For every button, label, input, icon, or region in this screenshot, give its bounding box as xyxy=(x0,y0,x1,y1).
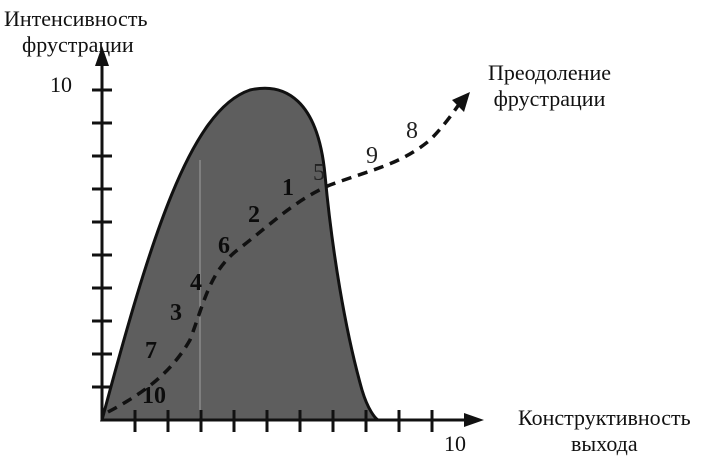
marker-4: 4 xyxy=(190,270,202,296)
x-axis-label: Конструктивность выхода xyxy=(518,405,691,456)
x-axis-ticks xyxy=(133,410,434,432)
x-axis-max-label: 10 xyxy=(444,431,466,456)
y-axis-max-label: 10 xyxy=(50,72,72,97)
marker-2: 2 xyxy=(248,202,260,228)
marker-10: 10 xyxy=(142,383,166,409)
frustration-region xyxy=(100,86,383,422)
marker-8: 8 xyxy=(406,118,418,144)
overcoming-arrowhead xyxy=(452,92,470,112)
marker-6: 6 xyxy=(218,233,230,259)
y-axis-ticks xyxy=(92,88,112,389)
marker-1: 1 xyxy=(282,175,294,201)
arrow-label: Преодоление фрустрации xyxy=(488,60,611,111)
marker-3: 3 xyxy=(170,300,182,326)
marker-9: 9 xyxy=(366,143,378,169)
y-axis-label: Интенсивность фрустрации xyxy=(4,6,148,57)
y-axis-arrowhead xyxy=(95,46,109,66)
marker-7: 7 xyxy=(145,338,157,364)
x-axis-arrowhead xyxy=(464,413,484,427)
marker-5: 5 xyxy=(313,160,325,186)
overcoming-path xyxy=(107,98,464,414)
